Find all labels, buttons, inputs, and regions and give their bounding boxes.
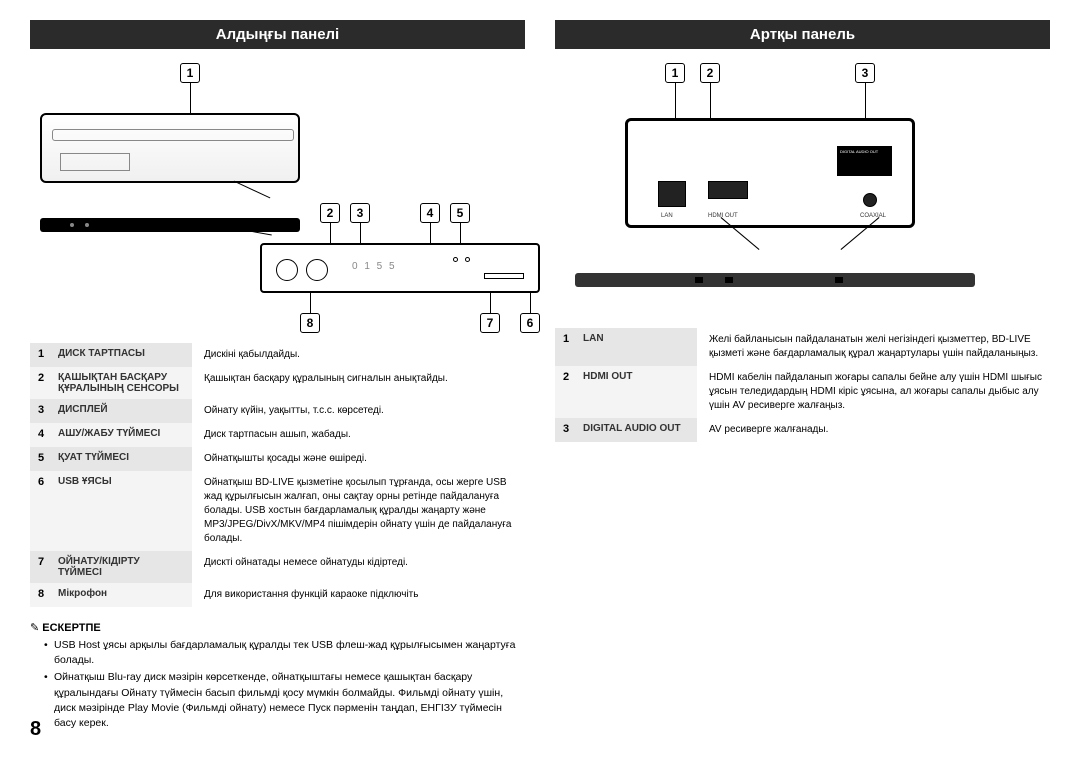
table-row: 3ДИСПЛЕЙОйнату күйін, уақытты, т.с.с. кө… [30,399,525,423]
rear-callout-3: 3 [855,63,875,83]
table-row: 1ДИСК ТАРТПАСЫДискіні қабылдайды. [30,343,525,367]
table-row: 2HDMI OUTHDMI кабелін пайдаланып жоғары … [555,366,1050,418]
callout-4: 4 [420,203,440,223]
table-row: 4АШУ/ЖАБУ ТҮЙМЕСІДиск тартпасын ашып, жа… [30,423,525,447]
rear-panel-title: Артқы панель [555,20,1050,49]
table-row: 2ҚАШЫҚТАН БАСҚАРУ ҚҰРАЛЫНЫҢ СЕНСОРЫҚашық… [30,367,525,399]
table-row: 3DIGITAL AUDIO OUTAV ресиверге жалғанады… [555,418,1050,442]
front-diagram: 1 2 3 4 5 0 1 5 5 8 7 6 [30,63,525,333]
callout-8: 8 [300,313,320,333]
table-row: 8МікрофонДля використання функцій караок… [30,583,525,607]
table-row: 1LANЖелі байланысын пайдаланатын желі не… [555,328,1050,366]
device-top-view [40,113,300,183]
table-row: 5ҚУАТ ТҮЙМЕСІОйнатқышты қосады және өшір… [30,447,525,471]
table-row: 6USB ҰЯСЫОйнатқыш BD-LIVE қызметіне қосы… [30,471,525,551]
front-panel-section: Алдыңғы панелі 1 2 3 4 5 0 1 5 5 8 [30,20,525,733]
device-slim-view [40,218,300,232]
front-parts-table: 1ДИСК ТАРТПАСЫДискіні қабылдайды. 2ҚАШЫҚ… [30,343,525,607]
note-item: Ойнатқыш Blu-ray диск мәзірін көрсеткенд… [44,670,525,731]
rear-ports-box: DIGITAL AUDIO OUT LAN HDMI OUT COAXIAL [625,118,915,228]
note-block: ЕСКЕРТПЕ USB Host ұясы арқылы бағдарлама… [30,621,525,731]
rear-parts-table: 1LANЖелі байланысын пайдаланатын желі не… [555,328,1050,442]
rear-panel-section: Артқы панель 1 2 3 DIGITAL AUDIO OUT LAN… [555,20,1050,733]
rear-callout-1: 1 [665,63,685,83]
note-title: ЕСКЕРТПЕ [30,621,525,634]
note-item: USB Host ұясы арқылы бағдарламалық құрал… [44,638,525,668]
page-number: 8 [30,718,41,741]
table-row: 7ОЙНАТУ/КІДІРТУ ТҮЙМЕСІДискті ойнатады н… [30,551,525,583]
callout-6: 6 [520,313,540,333]
rear-callout-2: 2 [700,63,720,83]
callout-2: 2 [320,203,340,223]
device-front-view: 0 1 5 5 [260,243,540,293]
callout-5: 5 [450,203,470,223]
callout-1: 1 [180,63,200,83]
front-panel-title: Алдыңғы панелі [30,20,525,49]
rear-diagram: 1 2 3 DIGITAL AUDIO OUT LAN HDMI OUT COA… [555,63,1050,318]
rear-slim-view [575,273,975,287]
callout-7: 7 [480,313,500,333]
callout-3: 3 [350,203,370,223]
